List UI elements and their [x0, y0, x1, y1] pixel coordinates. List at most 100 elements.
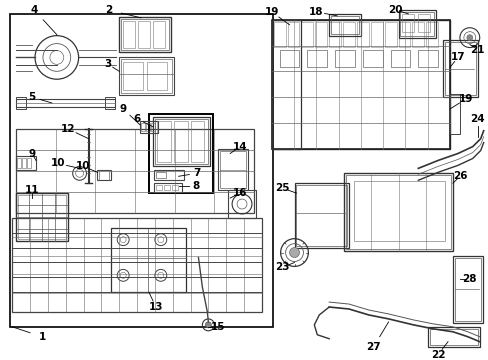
- Bar: [16, 99, 115, 107]
- Bar: [411, 22, 424, 46]
- Text: 16: 16: [232, 188, 247, 198]
- Bar: [111, 228, 185, 292]
- Bar: [384, 22, 396, 46]
- Bar: [151, 123, 155, 131]
- Bar: [400, 12, 433, 36]
- Bar: [153, 21, 164, 48]
- Bar: [156, 185, 162, 190]
- Text: 1: 1: [38, 332, 45, 342]
- Bar: [417, 14, 429, 32]
- Bar: [163, 185, 169, 190]
- Text: 11: 11: [25, 185, 39, 195]
- Bar: [429, 329, 477, 345]
- Text: 23: 23: [275, 262, 289, 273]
- Text: 14: 14: [232, 141, 247, 152]
- Bar: [287, 22, 299, 46]
- Text: 21: 21: [469, 45, 484, 54]
- Text: 12: 12: [61, 124, 75, 134]
- Text: 3: 3: [104, 59, 112, 69]
- Bar: [398, 22, 409, 46]
- Bar: [16, 129, 253, 213]
- Bar: [328, 22, 340, 46]
- Text: 25: 25: [275, 183, 289, 193]
- Bar: [190, 121, 204, 162]
- Text: 20: 20: [387, 5, 402, 15]
- Bar: [402, 14, 413, 32]
- Text: 15: 15: [211, 322, 225, 332]
- Bar: [123, 21, 135, 48]
- Bar: [417, 50, 437, 67]
- Bar: [97, 170, 111, 180]
- Bar: [330, 16, 358, 34]
- Text: 26: 26: [452, 171, 466, 181]
- Bar: [156, 172, 165, 178]
- Bar: [328, 14, 360, 36]
- Bar: [454, 257, 480, 321]
- Bar: [119, 58, 173, 95]
- Bar: [173, 121, 187, 162]
- Bar: [449, 94, 459, 134]
- Bar: [145, 123, 150, 131]
- Bar: [12, 218, 261, 312]
- Bar: [119, 17, 170, 51]
- Bar: [353, 181, 444, 241]
- Bar: [444, 42, 475, 95]
- Text: 4: 4: [30, 5, 38, 15]
- Circle shape: [205, 322, 211, 328]
- Text: 2: 2: [104, 5, 112, 15]
- Text: 8: 8: [192, 181, 200, 191]
- Circle shape: [289, 248, 299, 257]
- Bar: [141, 123, 144, 131]
- Bar: [271, 20, 449, 149]
- Text: 27: 27: [366, 342, 380, 352]
- Bar: [138, 21, 150, 48]
- Text: 13: 13: [148, 302, 163, 312]
- Bar: [121, 19, 168, 50]
- Bar: [140, 121, 158, 133]
- Bar: [123, 62, 142, 90]
- Bar: [121, 59, 171, 93]
- Bar: [334, 50, 354, 67]
- Bar: [344, 173, 452, 251]
- Bar: [301, 22, 313, 46]
- Text: 17: 17: [450, 53, 464, 62]
- Text: 10: 10: [50, 158, 65, 168]
- Bar: [154, 183, 181, 192]
- Bar: [296, 185, 346, 246]
- Bar: [343, 22, 354, 46]
- Text: 6: 6: [133, 114, 141, 124]
- Bar: [16, 97, 26, 109]
- Bar: [171, 185, 177, 190]
- Bar: [157, 121, 170, 162]
- Text: 10: 10: [76, 161, 91, 171]
- Text: 22: 22: [430, 350, 445, 360]
- Text: 18: 18: [308, 7, 323, 17]
- Text: 9: 9: [28, 149, 36, 158]
- Bar: [398, 10, 435, 38]
- Bar: [427, 327, 479, 347]
- Bar: [27, 158, 31, 168]
- Bar: [307, 50, 326, 67]
- Circle shape: [466, 35, 472, 41]
- Bar: [452, 256, 482, 323]
- Bar: [105, 97, 115, 109]
- Bar: [153, 117, 210, 166]
- Bar: [426, 22, 437, 46]
- Text: 9: 9: [120, 104, 126, 114]
- Bar: [370, 22, 382, 46]
- Bar: [220, 150, 245, 188]
- Text: 19: 19: [458, 94, 472, 104]
- Bar: [228, 190, 255, 218]
- Bar: [390, 50, 409, 67]
- Bar: [294, 183, 348, 248]
- Bar: [442, 40, 477, 97]
- Bar: [356, 22, 368, 46]
- Text: 19: 19: [264, 7, 278, 17]
- Bar: [271, 20, 449, 149]
- Text: 7: 7: [192, 168, 200, 178]
- Bar: [279, 50, 299, 67]
- Bar: [16, 193, 67, 241]
- Bar: [154, 170, 183, 180]
- Bar: [16, 157, 36, 170]
- Bar: [17, 158, 21, 168]
